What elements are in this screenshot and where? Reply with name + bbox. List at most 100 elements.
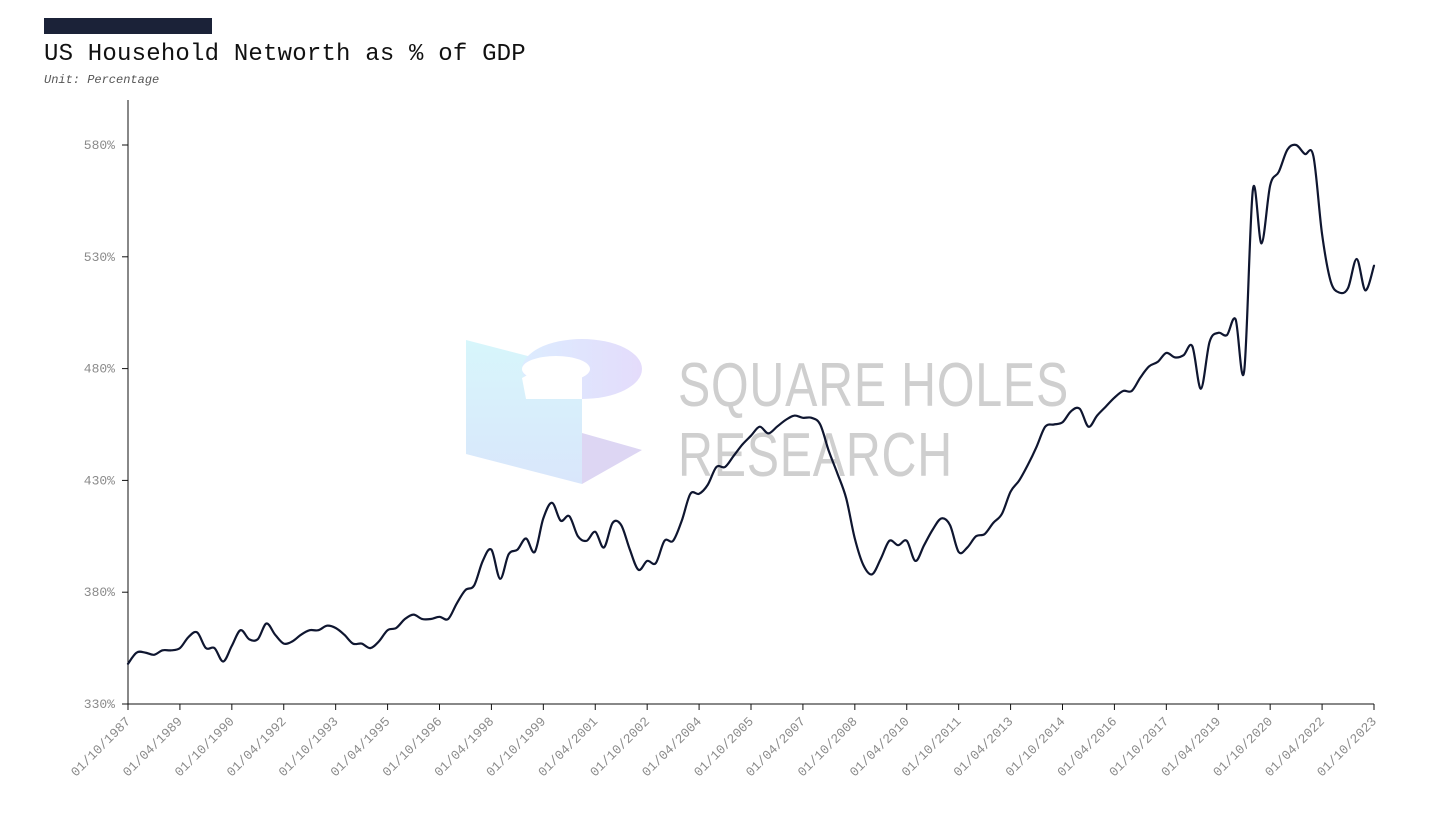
data-point	[1252, 189, 1253, 190]
data-point	[742, 444, 743, 445]
data-point	[352, 643, 353, 644]
data-point	[396, 627, 397, 628]
data-point	[309, 630, 310, 631]
data-point	[785, 419, 786, 420]
data-point	[975, 536, 976, 537]
data-point	[638, 569, 639, 570]
data-point	[1339, 292, 1340, 293]
data-point	[517, 549, 518, 550]
data-point	[145, 652, 146, 653]
chart-title: US Household Networth as % of GDP	[44, 41, 526, 68]
data-point	[153, 654, 154, 655]
data-point	[179, 648, 180, 649]
data-point	[231, 645, 232, 646]
data-point	[1373, 265, 1374, 266]
data-point	[1088, 426, 1089, 427]
data-point	[820, 424, 821, 425]
data-point	[1365, 290, 1366, 291]
data-point	[621, 525, 622, 526]
data-point	[655, 563, 656, 564]
data-point	[1001, 513, 1002, 514]
data-point	[1157, 361, 1158, 362]
data-point	[162, 650, 163, 651]
y-tick-label: 330%	[84, 697, 115, 712]
data-point	[482, 560, 483, 561]
watermark-logo-icon	[466, 339, 642, 484]
data-point	[474, 585, 475, 586]
data-point	[863, 565, 864, 566]
data-point	[595, 531, 596, 532]
data-point	[716, 466, 717, 467]
data-point	[1036, 446, 1037, 447]
data-point	[768, 433, 769, 434]
y-tick-label: 530%	[84, 250, 115, 265]
data-point	[1027, 464, 1028, 465]
data-point	[906, 540, 907, 541]
data-point	[1209, 341, 1210, 342]
y-tick-label: 480%	[84, 362, 115, 377]
data-point	[136, 652, 137, 653]
data-point	[301, 634, 302, 635]
data-point	[1010, 491, 1011, 492]
data-point	[1148, 366, 1149, 367]
data-point	[1131, 390, 1132, 391]
data-point	[465, 589, 466, 590]
data-point	[984, 534, 985, 535]
data-point	[413, 614, 414, 615]
data-point	[292, 641, 293, 642]
data-point	[1218, 332, 1219, 333]
data-point	[197, 632, 198, 633]
data-point	[491, 549, 492, 550]
y-tick-label: 580%	[84, 138, 115, 153]
data-point	[681, 520, 682, 521]
data-point	[949, 525, 950, 526]
data-point	[586, 540, 587, 541]
data-point	[1313, 156, 1314, 157]
data-point	[750, 435, 751, 436]
data-point	[1174, 357, 1175, 358]
data-point	[1079, 408, 1080, 409]
data-point	[993, 522, 994, 523]
y-tick-label: 380%	[84, 585, 115, 600]
data-point	[543, 518, 544, 519]
data-point	[1330, 281, 1331, 282]
series-line	[126, 143, 1376, 665]
data-point	[1019, 480, 1020, 481]
data-point	[854, 538, 855, 539]
data-point	[776, 426, 777, 427]
data-point	[1045, 426, 1046, 427]
data-point	[967, 547, 968, 548]
data-point	[690, 493, 691, 494]
data-point	[1114, 397, 1115, 398]
data-point	[318, 630, 319, 631]
data-point	[283, 643, 284, 644]
watermark-text-line2: RESEARCH	[678, 421, 953, 490]
data-point	[1105, 406, 1106, 407]
data-point	[1071, 411, 1072, 412]
data-point	[1062, 422, 1063, 423]
data-point	[932, 529, 933, 530]
data-point	[326, 625, 327, 626]
data-point	[1270, 185, 1271, 186]
data-point	[958, 551, 959, 552]
data-point	[214, 648, 215, 649]
data-point	[577, 536, 578, 537]
data-point	[733, 455, 734, 456]
data-point	[1304, 153, 1305, 154]
data-point	[508, 554, 509, 555]
data-point	[1226, 335, 1227, 336]
data-point	[898, 545, 899, 546]
data-point	[344, 634, 345, 635]
data-point	[127, 663, 128, 664]
data-point	[1261, 243, 1262, 244]
data-point	[629, 549, 630, 550]
data-point	[500, 578, 501, 579]
data-point	[837, 473, 838, 474]
data-point	[188, 636, 189, 637]
data-point	[223, 661, 224, 662]
data-point	[439, 616, 440, 617]
data-point	[846, 498, 847, 499]
data-point	[1356, 258, 1357, 259]
data-point	[802, 417, 803, 418]
